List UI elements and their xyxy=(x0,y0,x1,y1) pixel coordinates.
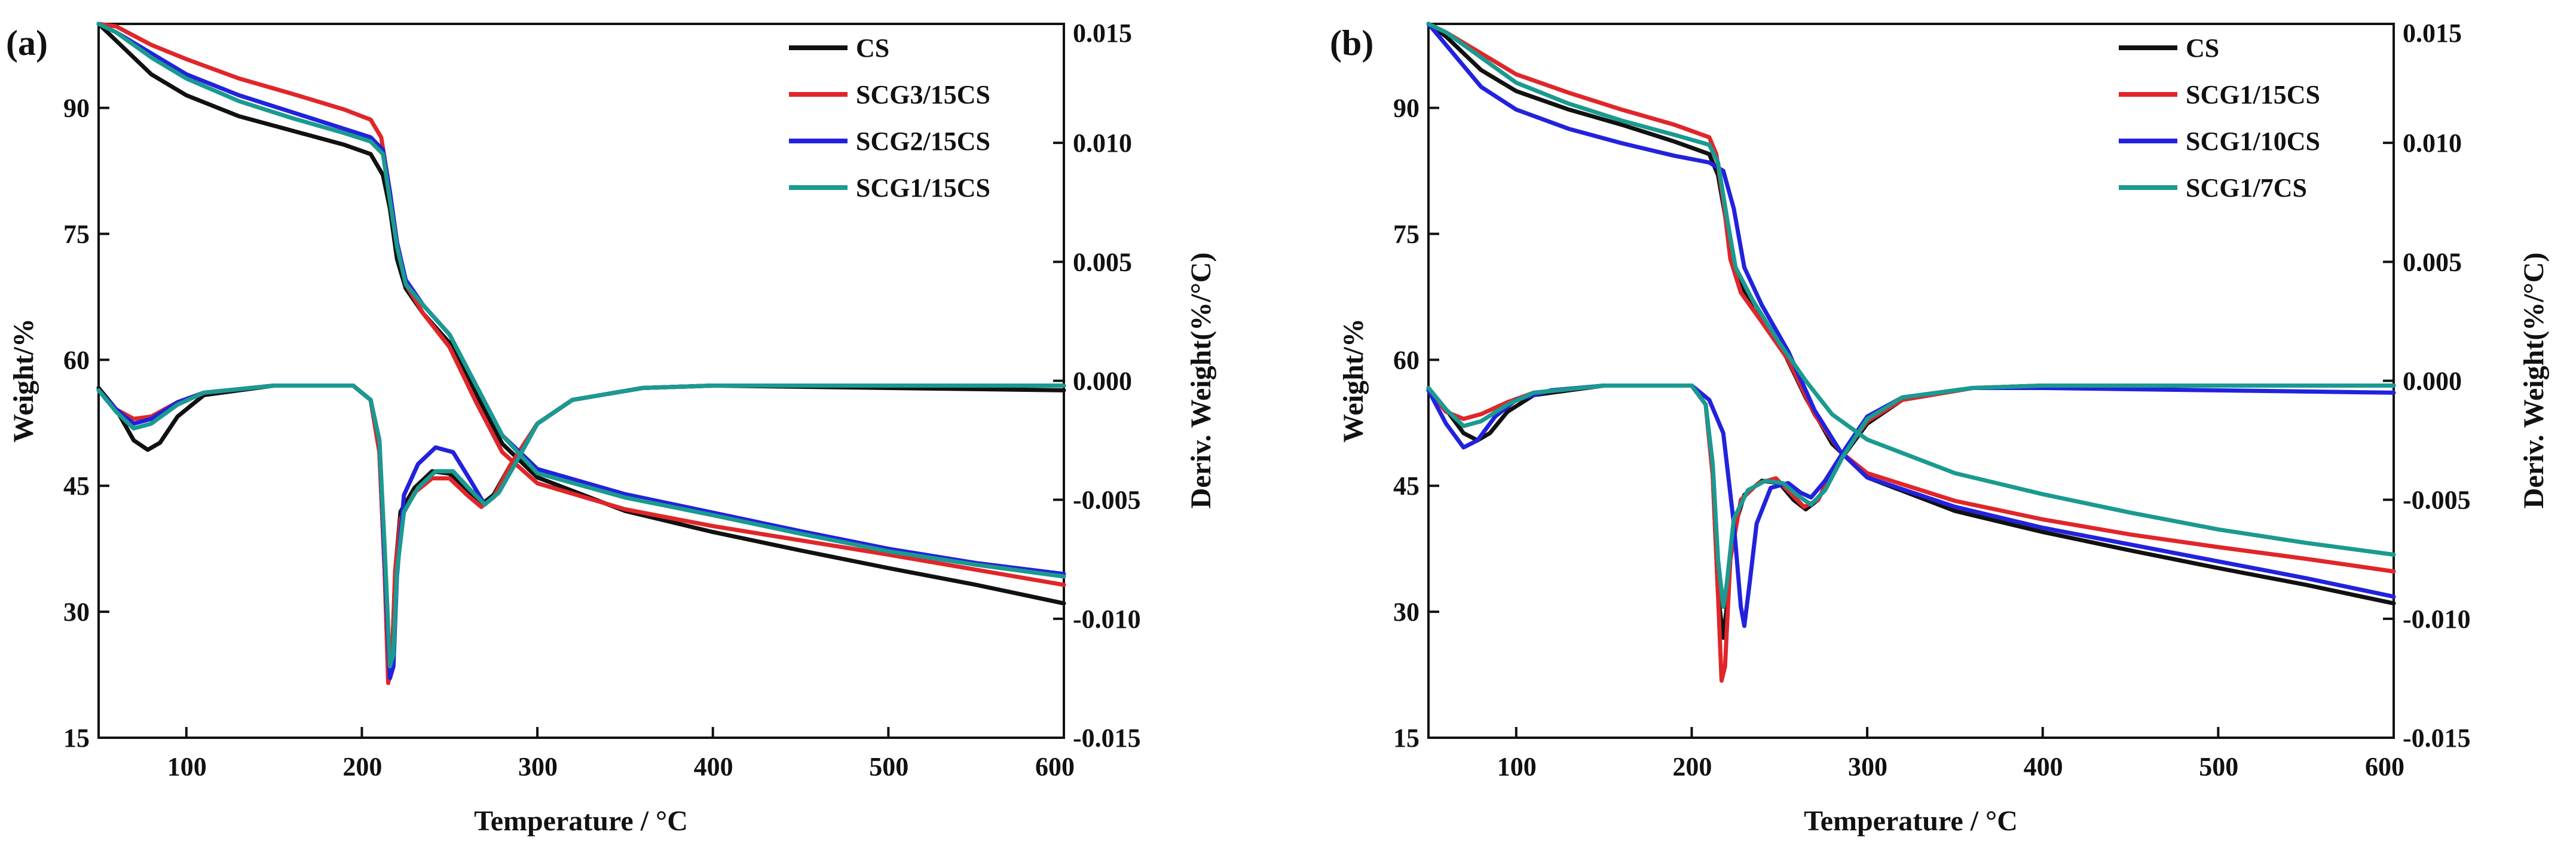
panel-a: (a) 100 200 300 400 500 600 15 30 45 60 … xyxy=(6,19,1217,837)
y-left-tick-label: 90 xyxy=(63,94,90,123)
y-left-tick-label: 75 xyxy=(1393,219,1419,248)
y-right-tick-label: 0.015 xyxy=(1073,19,1132,48)
x-tick-label: 100 xyxy=(167,752,207,781)
legend-label: SCG3/15CS xyxy=(856,80,990,109)
y-right-axis-title: Deriv. Weight(%/°C) xyxy=(1185,253,1217,509)
x-tick-labels: 100 200 300 400 500 600 xyxy=(167,752,1075,781)
y-left-tick-label: 30 xyxy=(1393,597,1419,627)
y-right-tick-label: 0.010 xyxy=(1073,128,1132,158)
y-left-tick-label: 30 xyxy=(63,597,90,627)
legend: CS SCG3/15CS SCG2/15CS SCG1/15CS xyxy=(789,33,990,203)
x-tick-label: 200 xyxy=(1672,752,1712,781)
legend-label: SCG2/15CS xyxy=(856,127,990,156)
ticks xyxy=(1428,23,2395,739)
y-left-tick-label: 15 xyxy=(1393,723,1419,753)
y-right-tick-label: -0.005 xyxy=(1073,486,1141,515)
y-right-tick-label: 0.000 xyxy=(2403,367,2462,396)
legend: CS SCG1/15CS SCG1/10CS SCG1/7CS xyxy=(2119,33,2320,203)
legend-label: CS xyxy=(2186,33,2219,63)
y-right-tick-label: -0.015 xyxy=(1073,723,1141,753)
y-right-tick-label: -0.010 xyxy=(2403,605,2471,634)
x-tick-labels: 100 200 300 400 500 600 xyxy=(1497,752,2404,781)
weight-curve-scg1-7cs xyxy=(1426,22,2396,557)
weight-curve-scg1-10cs xyxy=(1426,22,2396,599)
y-right-axis-title: Deriv. Weight(%/°C) xyxy=(2518,253,2550,509)
x-axis-title: Temperature / °C xyxy=(474,805,688,837)
weight-curve-cs xyxy=(1426,22,2396,606)
legend-label: SCG1/10CS xyxy=(2186,127,2320,156)
y-right-tick-label: -0.015 xyxy=(2403,723,2471,753)
ticks xyxy=(99,23,1065,739)
deriv-curve-scg1-10cs xyxy=(1426,383,2396,628)
y-right-tick-label: 0.005 xyxy=(2403,247,2462,277)
deriv-curve-cs xyxy=(1426,383,2396,640)
panel-label: (b) xyxy=(1330,23,1373,63)
x-tick-label: 400 xyxy=(2024,752,2063,781)
y-left-tick-labels: 15 30 45 60 75 90 xyxy=(1393,94,1419,753)
y-right-tick-label: 0.010 xyxy=(2403,128,2462,158)
y-left-tick-label: 45 xyxy=(1393,471,1419,501)
x-tick-label: 600 xyxy=(1035,752,1075,781)
weight-curve-scg1-15cs xyxy=(96,22,1066,579)
x-tick-label: 500 xyxy=(869,752,908,781)
y-left-tick-label: 45 xyxy=(63,471,90,501)
weight-curve-cs xyxy=(96,22,1066,606)
x-tick-label: 100 xyxy=(1497,752,1537,781)
legend-label: CS xyxy=(856,33,889,63)
panel-b: (b) 100 200 300 400 500 600 15 30 45 60 … xyxy=(1330,19,2550,837)
legend-label: SCG1/7CS xyxy=(2186,173,2307,203)
y-left-tick-label: 60 xyxy=(1393,345,1419,375)
y-right-tick-label: 0.000 xyxy=(1073,367,1132,396)
deriv-curve-scg3-15cs xyxy=(96,383,1066,685)
plot-lines xyxy=(96,22,1066,685)
x-tick-label: 300 xyxy=(1848,752,1887,781)
panel-label: (a) xyxy=(6,23,48,63)
y-right-tick-label: 0.005 xyxy=(1073,247,1132,277)
x-tick-label: 600 xyxy=(2365,752,2404,781)
y-left-axis-title: Weight/% xyxy=(1338,318,1369,443)
y-left-tick-label: 90 xyxy=(1393,94,1419,123)
y-left-tick-label: 60 xyxy=(63,345,90,375)
weight-curve-scg1-15cs xyxy=(1426,22,2396,574)
legend-label: SCG1/15CS xyxy=(2186,80,2320,109)
y-right-tick-label: 0.015 xyxy=(2403,19,2462,48)
y-left-axis-title: Weight/% xyxy=(8,318,39,443)
x-tick-label: 300 xyxy=(518,752,558,781)
y-left-tick-labels: 15 30 45 60 75 90 xyxy=(63,94,90,753)
deriv-curve-scg1-15cs xyxy=(96,383,1066,668)
deriv-curve-scg1-7cs xyxy=(1426,383,2396,609)
legend-label: SCG1/15CS xyxy=(856,173,990,203)
y-right-tick-label: -0.005 xyxy=(2403,486,2471,515)
x-tick-label: 200 xyxy=(342,752,382,781)
y-right-tick-labels: -0.015 -0.010 -0.005 0.000 0.005 0.010 0… xyxy=(2403,19,2471,753)
y-right-tick-labels: -0.015 -0.010 -0.005 0.000 0.005 0.010 0… xyxy=(1073,19,1141,753)
y-right-tick-label: -0.010 xyxy=(1073,605,1141,634)
y-left-tick-label: 15 xyxy=(63,723,90,753)
deriv-curve-scg2-15cs xyxy=(96,383,1066,680)
plot-lines xyxy=(1426,22,2396,683)
y-left-tick-label: 75 xyxy=(63,219,90,248)
x-tick-label: 500 xyxy=(2199,752,2238,781)
x-axis-title: Temperature / °C xyxy=(1804,805,2018,837)
deriv-curve-cs xyxy=(96,383,1066,680)
x-tick-label: 400 xyxy=(694,752,733,781)
